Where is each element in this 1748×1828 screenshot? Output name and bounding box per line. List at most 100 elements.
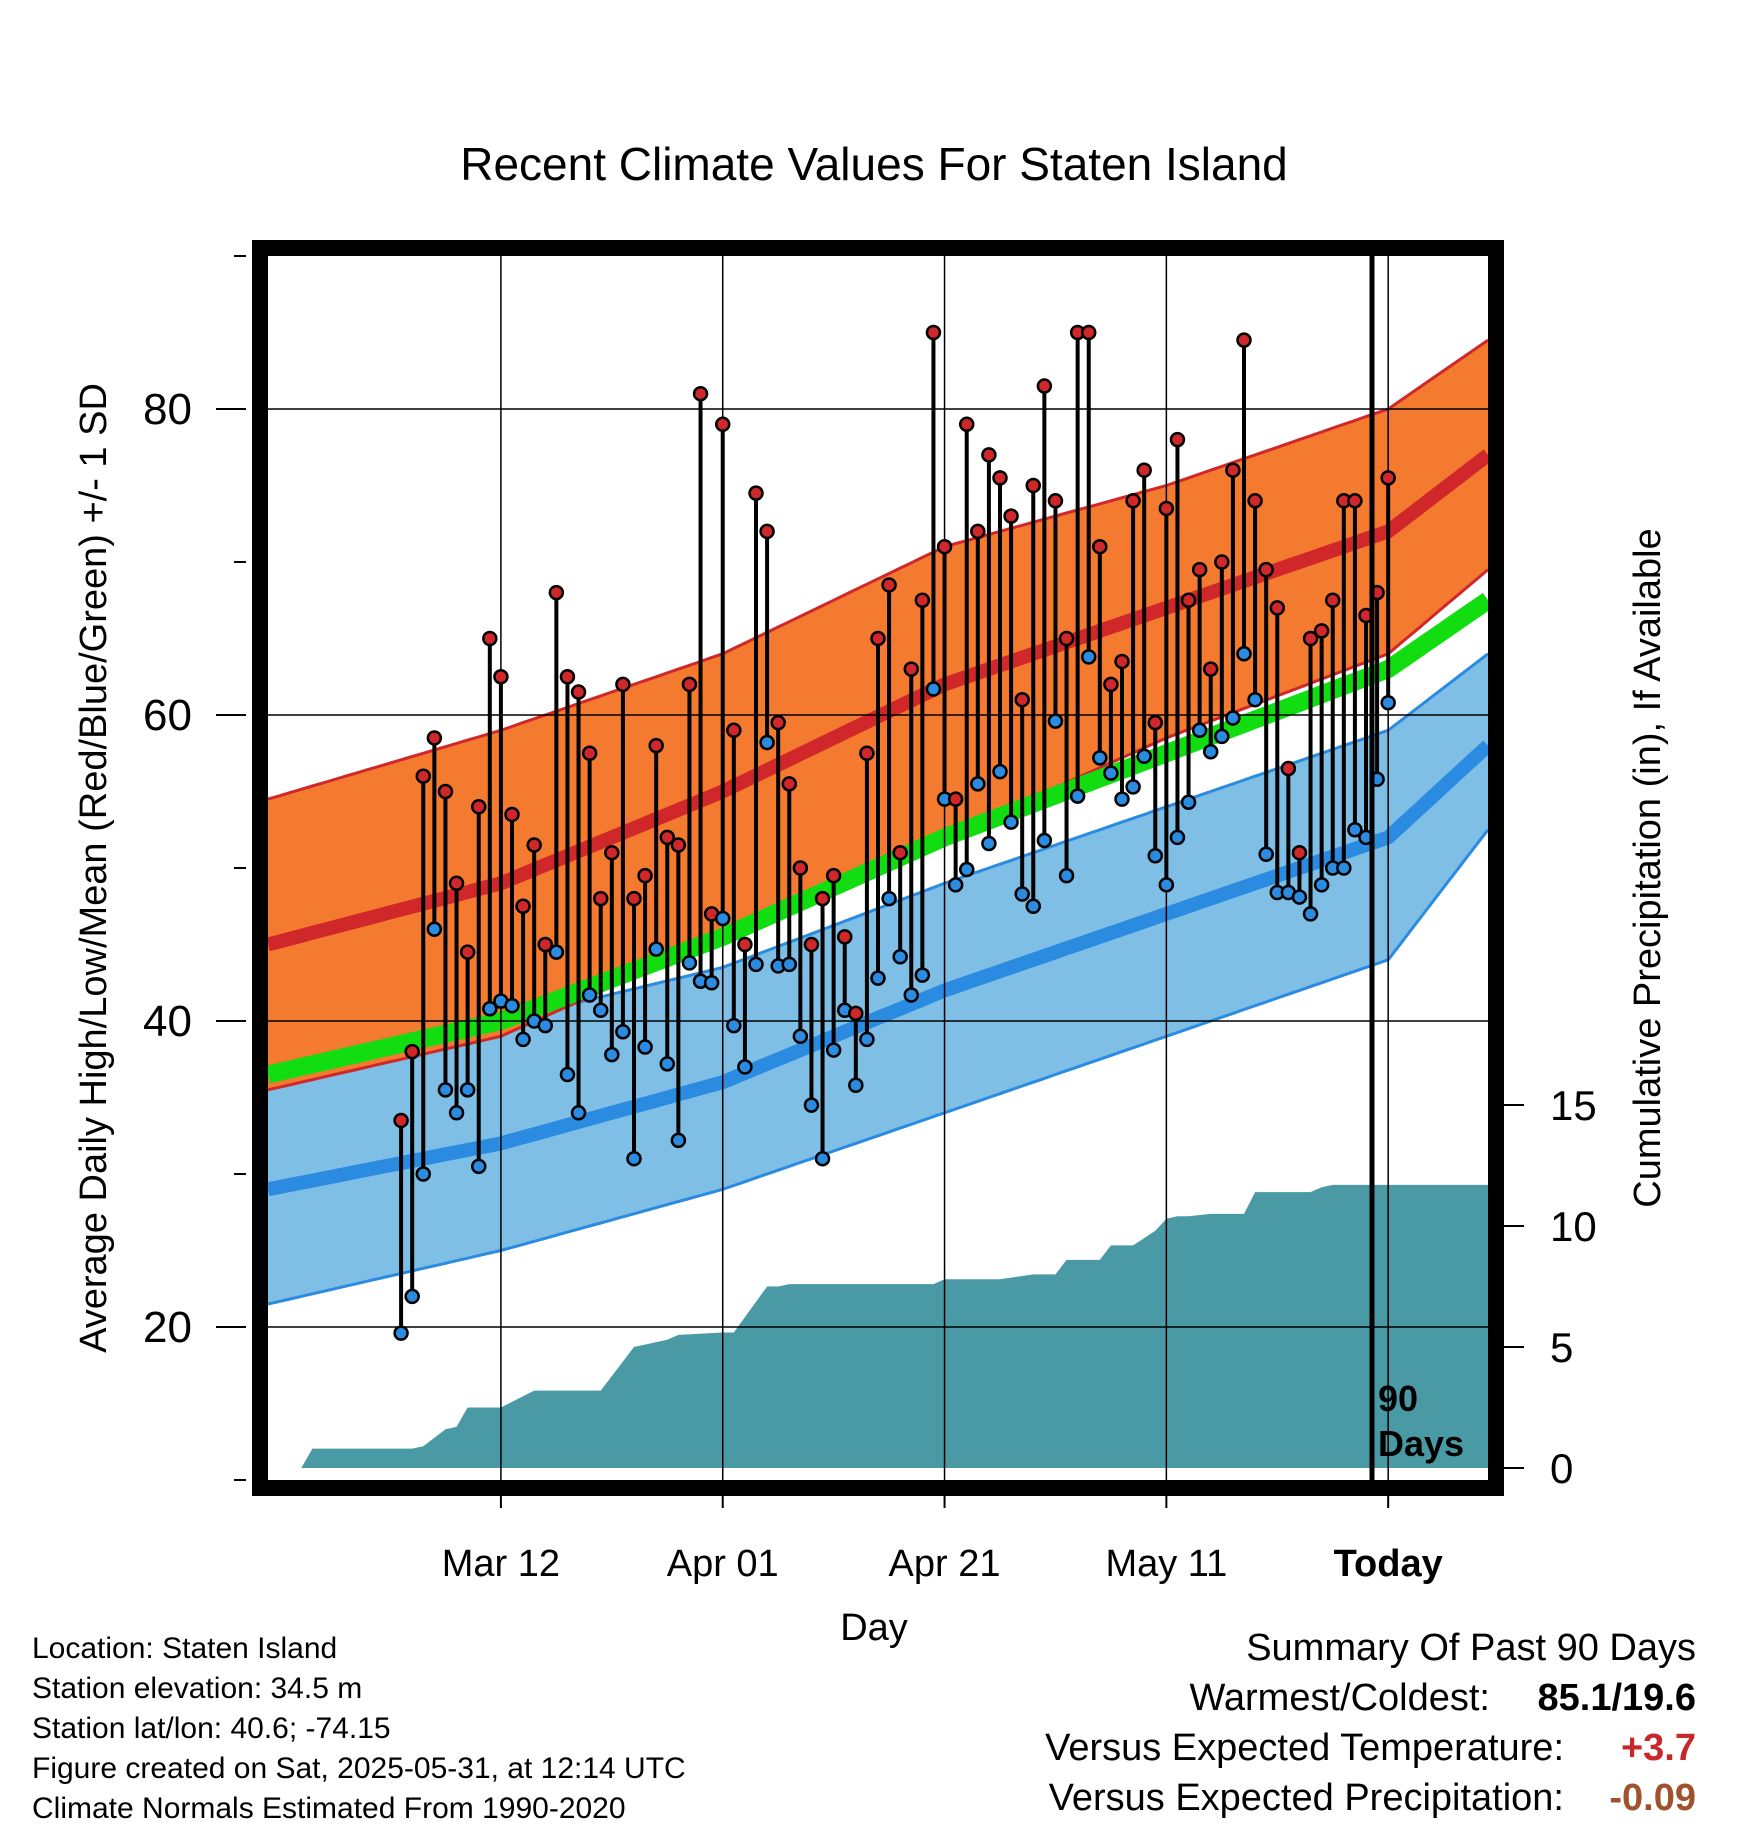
obs-high-point: [1047, 493, 1064, 509]
obs-low-point: [1302, 906, 1319, 922]
obs-high-point: [670, 837, 687, 853]
obs-low-point: [1336, 860, 1352, 876]
obs-low-point: [1125, 779, 1141, 795]
chart-title: Recent Climate Values For Staten Island: [460, 138, 1288, 190]
obs-high-point: [426, 730, 443, 746]
obs-high-point: [925, 324, 942, 341]
low-lower-line: [267, 828, 1490, 1306]
info-latlon: Station lat/lon: 40.6; -74.15: [32, 1712, 391, 1745]
obs-low-point: [1347, 822, 1363, 838]
high-upper-line: [267, 338, 1489, 801]
obs-low-point: [1025, 898, 1042, 914]
obs-high-point: [748, 485, 764, 501]
obs-low-point: [1169, 829, 1186, 846]
info-location: Location: Staten Island: [32, 1632, 337, 1665]
obs-low-point: [1191, 722, 1208, 739]
y-tick-label: 60: [143, 691, 192, 740]
obs-high-point: [803, 936, 820, 953]
info-created: Figure created on Sat, 2025-05-31, at 12…: [32, 1752, 686, 1785]
obs-high-point: [1191, 561, 1208, 578]
obs-low-point: [504, 997, 520, 1014]
observations: [393, 324, 1396, 1341]
obs-low-point: [1114, 791, 1130, 807]
obs-low-point: [748, 956, 764, 973]
y2-axis-label: Cumulative Precipitation (in), If Availa…: [1627, 528, 1669, 1207]
obs-low-point: [1103, 765, 1119, 781]
obs-high-point: [1180, 592, 1197, 608]
plot-frame: [252, 240, 1504, 1496]
obs-high-point: [1058, 630, 1075, 647]
obs-high-point: [1080, 324, 1097, 341]
x-tick-label: May 11: [1105, 1543, 1227, 1585]
obs-high-point: [903, 661, 920, 677]
info-normals: Climate Normals Estimated From 1990-2020: [32, 1792, 626, 1825]
obs-low-point: [1092, 750, 1108, 766]
obs-low-point: [970, 776, 986, 792]
obs-high-point: [1225, 462, 1241, 478]
obs-low-point: [570, 1105, 587, 1121]
x-tick-label: Today: [1334, 1543, 1443, 1585]
obs-high-point: [1324, 592, 1341, 608]
obs-high-point: [859, 745, 875, 761]
summary-warm-cold-value: 85.1/19.6: [1538, 1677, 1696, 1719]
obs-low-point: [925, 681, 942, 697]
obs-high-point: [1313, 623, 1330, 639]
obs-low-point: [615, 1023, 631, 1040]
obs-high-point: [848, 1005, 864, 1022]
obs-high-point: [759, 523, 775, 540]
obs-low-point: [670, 1132, 687, 1149]
obs-high-point: [404, 1043, 420, 1060]
obs-low-point: [637, 1039, 653, 1055]
normal-low-line: [266, 740, 1493, 1197]
obs-high-point: [792, 860, 809, 876]
obs-low-point: [515, 1031, 531, 1048]
y-axis-label: Average Daily High/Low/Mean (Red/Blue/Gr…: [73, 383, 115, 1353]
y2-tick-label: 0: [1550, 1445, 1573, 1492]
obs-high-point: [615, 676, 631, 693]
obs-low-point: [1147, 848, 1164, 864]
obs-low-point: [1380, 695, 1396, 711]
summary-precip-value: -0.09: [1609, 1777, 1696, 1819]
obs-low-point: [415, 1166, 432, 1182]
summary-temp-value: +3.7: [1621, 1727, 1696, 1769]
obs-high-point: [493, 669, 509, 685]
obs-high-point: [737, 936, 753, 953]
obs-low-point: [648, 941, 664, 957]
obs-low-point: [404, 1288, 420, 1305]
obs-high-point: [515, 898, 531, 914]
obs-low-point: [604, 1046, 620, 1063]
obs-low-point: [947, 877, 964, 893]
obs-high-point: [1258, 561, 1274, 578]
obs-high-point: [1003, 508, 1019, 524]
obs-high-point: [1302, 630, 1319, 647]
obs-low-point: [792, 1028, 809, 1045]
obs-high-point: [1092, 538, 1108, 555]
obs-low-point: [1180, 794, 1197, 810]
obs-low-point: [470, 1158, 487, 1175]
obs-high-point: [1202, 661, 1219, 677]
obs-low-point: [848, 1077, 864, 1094]
obs-high-point: [626, 890, 642, 907]
obs-low-point: [1158, 877, 1175, 893]
obs-high-point: [1125, 493, 1141, 509]
obs-low-point: [881, 890, 897, 907]
obs-high-point: [914, 592, 931, 608]
obs-low-point: [1291, 889, 1308, 905]
obs-high-point: [1247, 493, 1263, 509]
obs-high-point: [570, 684, 587, 700]
obs-low-point: [1247, 691, 1263, 708]
obs-high-point: [681, 676, 698, 693]
obs-high-point: [870, 630, 886, 647]
obs-low-point: [903, 987, 920, 1003]
obs-low-point: [1003, 814, 1019, 830]
obs-high-point: [470, 799, 487, 815]
obs-low-point: [681, 955, 698, 971]
obs-low-point: [781, 956, 798, 973]
obs-low-point: [958, 861, 975, 878]
obs-high-point: [892, 844, 908, 861]
obs-high-point: [947, 791, 964, 807]
y-tick-label: 40: [143, 997, 192, 1046]
obs-low-point: [1058, 867, 1075, 884]
obs-low-point: [759, 734, 775, 751]
obs-low-point: [737, 1059, 753, 1075]
